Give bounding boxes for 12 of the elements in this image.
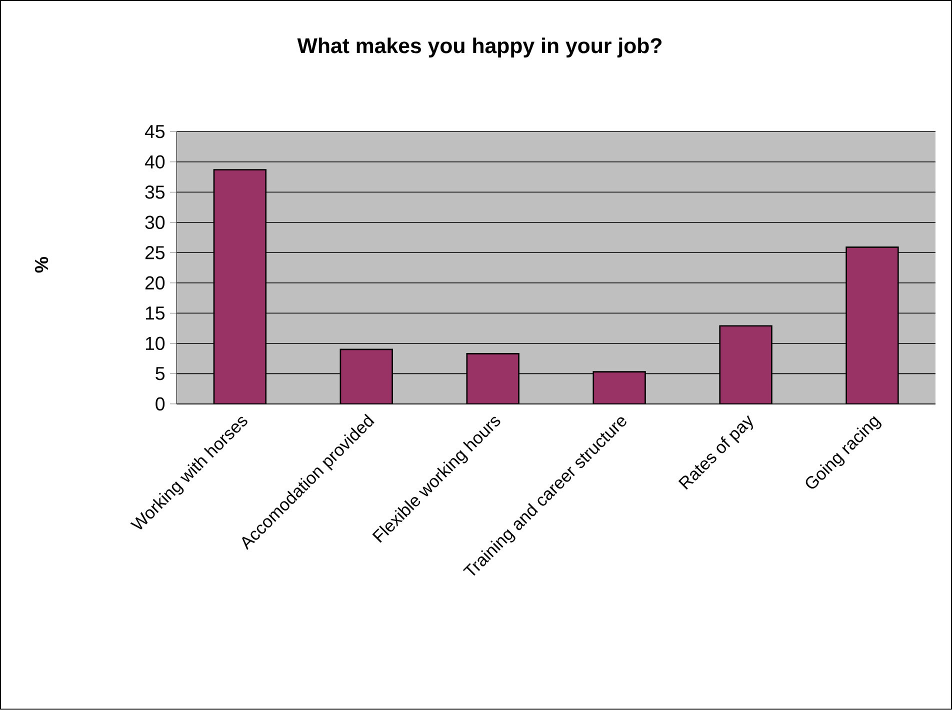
- y-tick-label: 5: [156, 367, 165, 380]
- y-tick-label: 30: [145, 216, 165, 230]
- y-tick-label: 40: [144, 155, 165, 169]
- y-tick-label: 45: [144, 125, 165, 138]
- y-tick-label: 25: [145, 246, 165, 260]
- y-tick-label: 35: [145, 186, 165, 199]
- chart-title: What makes you happy in your job?: [297, 38, 662, 58]
- y-tick-label: 10: [146, 336, 165, 350]
- y-tick-label: 20: [145, 276, 165, 290]
- y-tick-label: 0: [156, 397, 165, 411]
- y-axis-title: %: [34, 257, 48, 273]
- y-tick-label: 15: [146, 306, 165, 320]
